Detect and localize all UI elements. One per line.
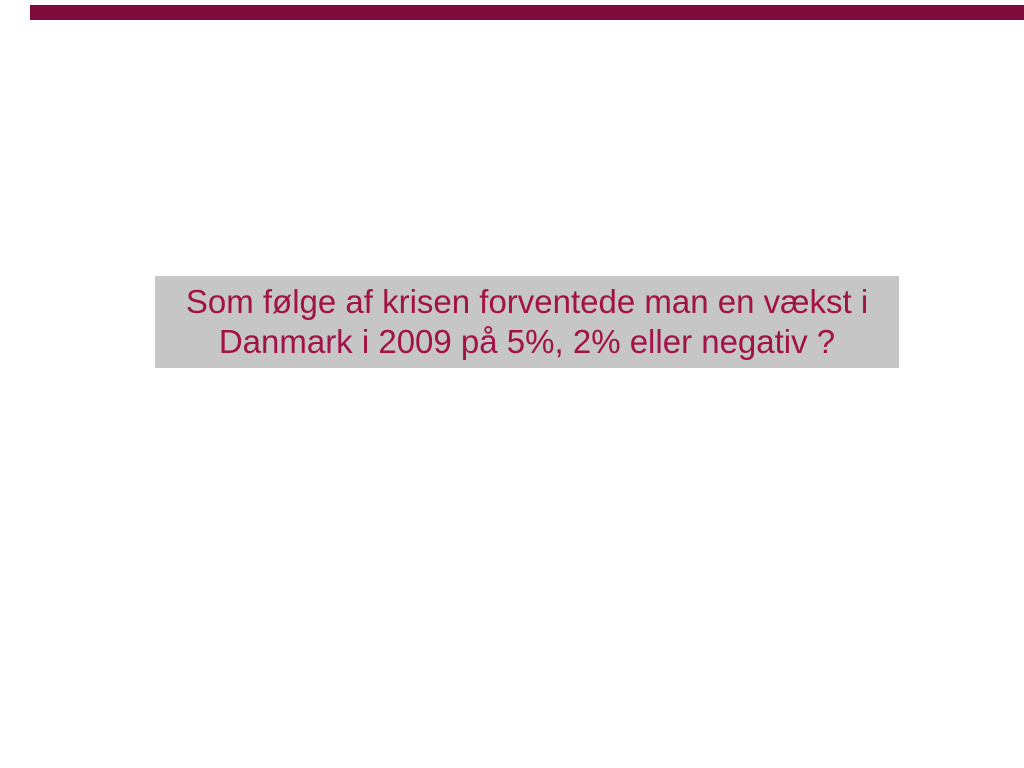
top-accent-bar — [30, 5, 1024, 20]
question-box: Som følge af krisen forventede man en væ… — [155, 276, 899, 368]
question-line-1: Som følge af krisen forventede man en væ… — [185, 283, 869, 320]
question-line-2: Danmark i 2009 på 5%, 2% eller negativ ? — [218, 323, 836, 360]
